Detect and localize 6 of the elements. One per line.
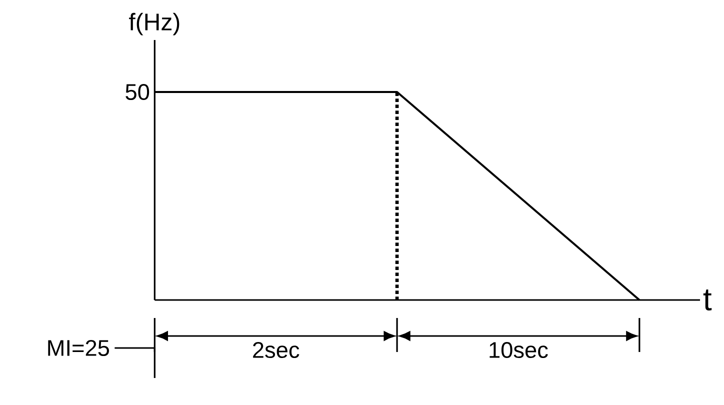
text: 2sec (253, 342, 300, 358)
x-axis-title: t (703, 289, 712, 310)
text: 10sec (490, 342, 548, 358)
y-axis-title: f(Hz) (129, 12, 180, 36)
text: 50 (126, 84, 150, 100)
text: MI=25 (48, 340, 109, 356)
